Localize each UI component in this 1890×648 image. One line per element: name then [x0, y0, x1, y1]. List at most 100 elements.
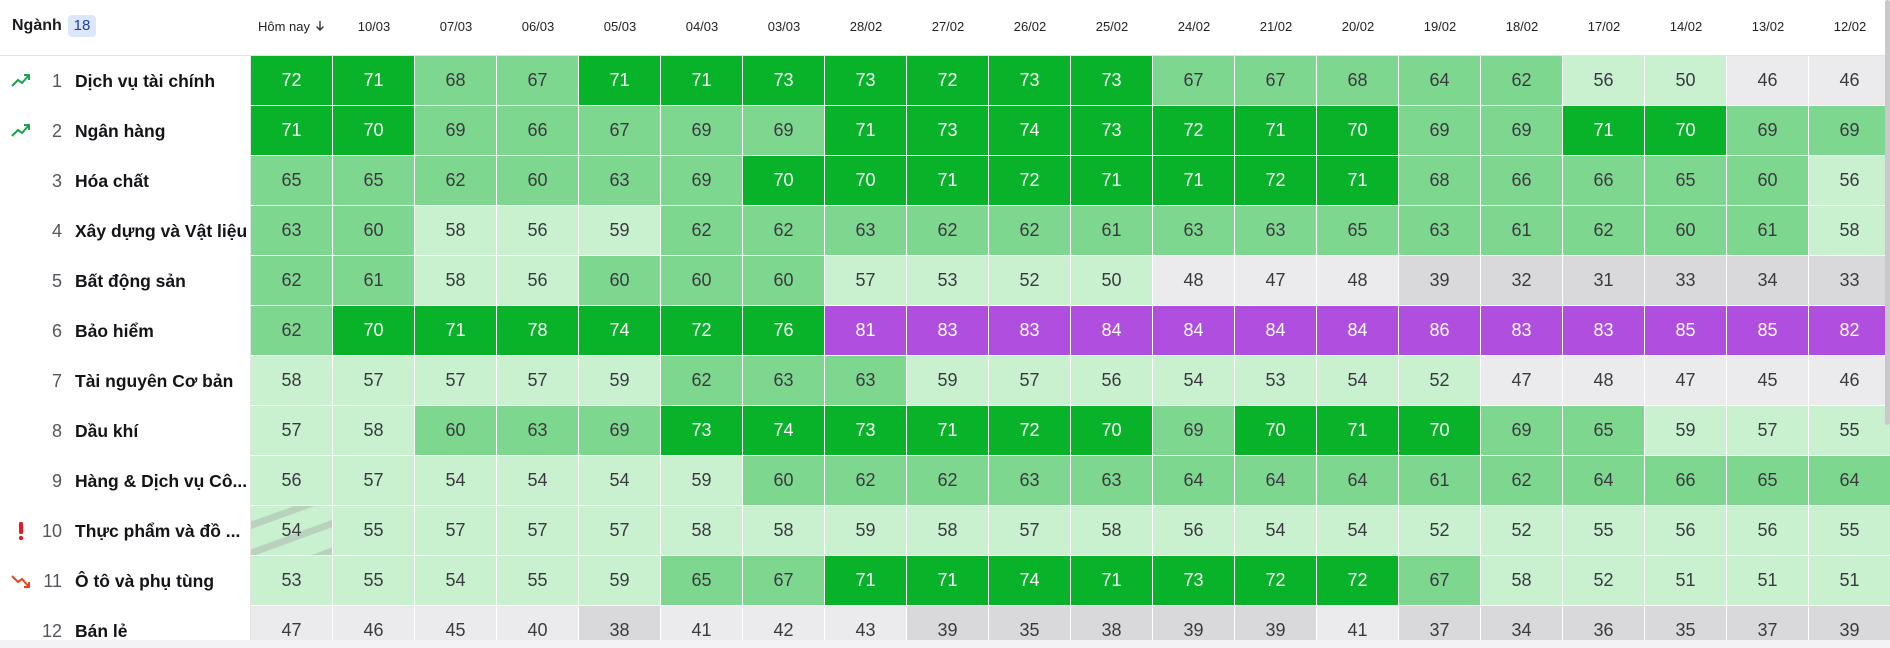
score-cell: 63	[1399, 206, 1480, 255]
column-header[interactable]: 03/03	[743, 0, 825, 56]
table-row[interactable]: 3 Hóa chất 65 65 62 60 63 69 70 70 71 72 71 71 72 71 68 6…	[0, 156, 1890, 206]
column-header[interactable]: 26/02	[989, 0, 1071, 56]
score-cell: 71	[1071, 156, 1152, 205]
score-cell: 70	[333, 306, 414, 355]
industry-name: Dầu khí	[75, 421, 139, 441]
score-cell: 52	[1399, 506, 1480, 555]
table-row[interactable]: 2 Ngân hàng 71 70 69 66 67 69 69 71 73 74 73 72 71 70 69…	[0, 106, 1890, 156]
table-row[interactable]: 5 Bất động sản 62 61 58 56 60 60 60 57 53 52 50 48 47 4…	[0, 256, 1890, 306]
score-cell: 58	[1809, 206, 1890, 255]
score-cell: 69	[415, 106, 496, 155]
score-cell: 60	[497, 156, 578, 205]
score-cell: 68	[415, 56, 496, 105]
score-cell: 72	[907, 56, 988, 105]
column-header[interactable]: 18/02	[1481, 0, 1563, 56]
column-header[interactable]: 24/02	[1153, 0, 1235, 56]
column-header[interactable]: 12/02	[1809, 0, 1890, 56]
column-header[interactable]: 17/02	[1563, 0, 1645, 56]
industry-name: Xây dựng và Vật liệu	[75, 221, 248, 241]
column-label: 19/02	[1423, 19, 1457, 34]
table-row[interactable]: 1 Dịch vụ tài chính 72 71 68 67 71 71 73 73 72 73 73…	[0, 56, 1890, 106]
score-cell: 59	[579, 556, 660, 605]
score-cell: 53	[1235, 356, 1316, 405]
score-cell: 47	[1645, 356, 1726, 405]
score-cell: 63	[1235, 206, 1316, 255]
score-cell: 46	[1727, 56, 1808, 105]
score-cell: 65	[251, 156, 332, 205]
score-cell: 58	[743, 506, 824, 555]
score-cell: 70	[825, 156, 906, 205]
column-label: 07/03	[439, 19, 473, 34]
score-cell: 52	[1481, 506, 1562, 555]
table-row[interactable]: 6 Bảo hiểm 62 70 71 78 74 72 76 81 83 83 84 84 84 84 86 8…	[0, 306, 1890, 356]
score-cell: 70	[1645, 106, 1726, 155]
table-row[interactable]: 9 Hàng & Dịch vụ Cô... 56 57 54 54 54 59 60 62 62 6…	[0, 456, 1890, 506]
status-icon-up	[11, 124, 30, 137]
table-row[interactable]: 10 Thực phẩm và đồ ... 54 55 57 57 57 58 58 59 58 5…	[0, 506, 1890, 556]
score-cell: 71	[907, 156, 988, 205]
sort-arrow[interactable]	[314, 20, 326, 32]
column-header[interactable]: 05/03	[579, 0, 661, 56]
column-header[interactable]: 20/02	[1317, 0, 1399, 56]
score-cell: 59	[661, 456, 742, 505]
table-row[interactable]: 8 Dầu khí 57 58 60 63 69 73 74 73 71 72 70 69 70 71 70 69…	[0, 406, 1890, 456]
score-cell: 54	[1317, 506, 1398, 555]
score-cell: 64	[1317, 456, 1398, 505]
column-label: 24/02	[1177, 19, 1211, 34]
score-cell: 71	[1317, 156, 1398, 205]
column-header[interactable]: 28/02	[825, 0, 907, 56]
score-cell: 54	[251, 506, 332, 555]
column-header[interactable]: 27/02	[907, 0, 989, 56]
score-cell: 69	[1481, 406, 1562, 455]
column-header[interactable]: 07/03	[415, 0, 497, 56]
score-cell: 70	[1071, 406, 1152, 455]
score-cell: 74	[743, 406, 824, 455]
column-header[interactable]: 21/02	[1235, 0, 1317, 56]
column-header[interactable]: 14/02	[1645, 0, 1727, 56]
score-cell: 71	[825, 556, 906, 605]
table-row[interactable]: 7 Tài nguyên Cơ bản 58 57 57 57 59 62 63 63 59 57 56…	[0, 356, 1890, 406]
score-cell: 56	[1071, 356, 1152, 405]
score-cell: 85	[1727, 306, 1808, 355]
score-cell: 71	[825, 106, 906, 155]
industry-name: Hóa chất	[75, 171, 149, 191]
score-cell: 33	[1809, 256, 1890, 305]
score-cell: 60	[579, 256, 660, 305]
score-cell: 72	[1317, 556, 1398, 605]
score-cell: 57	[251, 406, 332, 455]
column-header[interactable]: 13/02	[1727, 0, 1809, 56]
score-cell: 68	[1399, 156, 1480, 205]
column-header[interactable]: 04/03	[661, 0, 743, 56]
score-cell: 56	[1153, 506, 1234, 555]
score-cell: 50	[1071, 256, 1152, 305]
score-cell: 65	[1563, 406, 1644, 455]
score-cell: 71	[907, 406, 988, 455]
score-cell: 85	[1645, 306, 1726, 355]
score-cell: 69	[1481, 106, 1562, 155]
score-cell: 58	[415, 206, 496, 255]
score-cell: 82	[1809, 306, 1890, 355]
score-cell: 69	[661, 156, 742, 205]
column-header[interactable]: 19/02	[1399, 0, 1481, 56]
score-cell: 74	[989, 106, 1070, 155]
column-header[interactable]: 06/03	[497, 0, 579, 56]
rank: 5	[51, 271, 62, 291]
score-cell: 67	[743, 556, 824, 605]
score-cell: 62	[661, 206, 742, 255]
column-header[interactable]: 10/03	[333, 0, 415, 56]
score-cell: 59	[579, 356, 660, 405]
industry-name: Ngân hàng	[75, 121, 166, 141]
scrollbar[interactable]	[1885, 0, 1890, 425]
table-header: Ngành 18 Hôm nay 10/03 07/03 06/03 05/03 04/0…	[0, 0, 1890, 56]
column-label: 18/02	[1505, 19, 1539, 34]
column-header[interactable]: Hôm nay	[251, 0, 333, 56]
score-cell: 61	[1727, 206, 1808, 255]
score-cell: 84	[1235, 306, 1316, 355]
table-row[interactable]: 4 Xây dựng và Vật liệu 63 60 58 56 59 62 62 63 62 6…	[0, 206, 1890, 256]
column-header[interactable]: 25/02	[1071, 0, 1153, 56]
count-badge: 18	[68, 15, 96, 37]
table-row[interactable]: 11 Ô tô và phụ tùng 53 55 54 55 59 65 67 71 71 74 71…	[0, 556, 1890, 606]
score-cell: 61	[1481, 206, 1562, 255]
score-cell: 66	[1645, 456, 1726, 505]
score-cell: 69	[1399, 106, 1480, 155]
